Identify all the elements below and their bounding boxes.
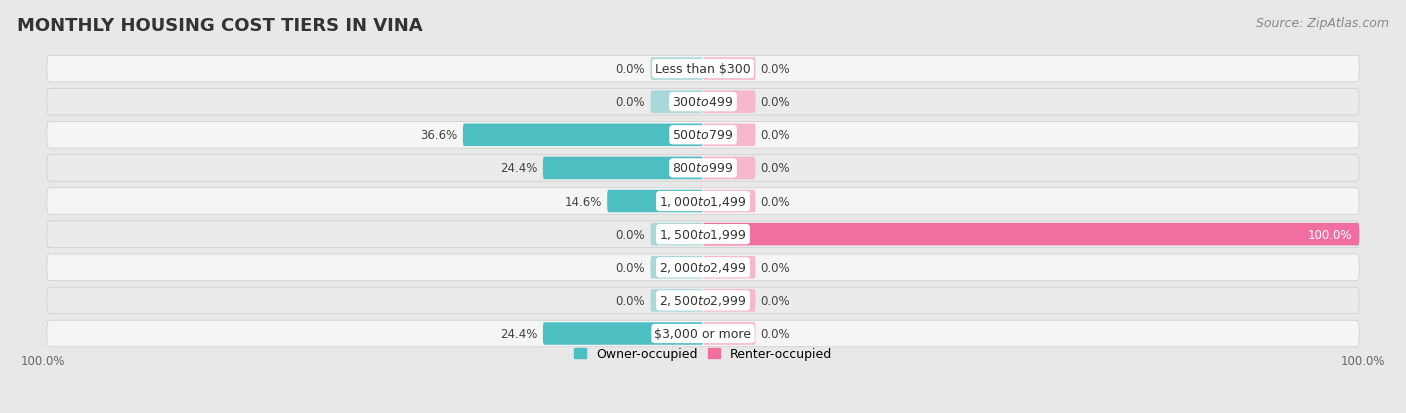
Text: 0.0%: 0.0% [761,195,790,208]
Text: 0.0%: 0.0% [616,228,645,241]
FancyBboxPatch shape [703,157,755,180]
Text: 0.0%: 0.0% [761,162,790,175]
FancyBboxPatch shape [46,254,1360,281]
FancyBboxPatch shape [543,323,703,345]
FancyBboxPatch shape [703,58,755,81]
Text: 0.0%: 0.0% [761,96,790,109]
Legend: Owner-occupied, Renter-occupied: Owner-occupied, Renter-occupied [574,347,832,361]
Text: MONTHLY HOUSING COST TIERS IN VINA: MONTHLY HOUSING COST TIERS IN VINA [17,17,422,34]
FancyBboxPatch shape [46,122,1360,149]
Text: 0.0%: 0.0% [761,63,790,76]
Text: $1,000 to $1,499: $1,000 to $1,499 [659,195,747,209]
Text: 0.0%: 0.0% [616,63,645,76]
Text: 100.0%: 100.0% [21,354,65,367]
FancyBboxPatch shape [46,320,1360,347]
Text: $3,000 or more: $3,000 or more [655,327,751,340]
FancyBboxPatch shape [703,190,755,213]
FancyBboxPatch shape [46,287,1360,314]
FancyBboxPatch shape [651,223,703,246]
FancyBboxPatch shape [46,155,1360,182]
Text: 0.0%: 0.0% [761,327,790,340]
Text: 0.0%: 0.0% [761,129,790,142]
Text: Less than $300: Less than $300 [655,63,751,76]
Text: 0.0%: 0.0% [761,261,790,274]
FancyBboxPatch shape [46,221,1360,248]
FancyBboxPatch shape [703,256,755,279]
FancyBboxPatch shape [46,188,1360,215]
FancyBboxPatch shape [651,58,703,81]
Text: 0.0%: 0.0% [616,294,645,307]
Text: $800 to $999: $800 to $999 [672,162,734,175]
Text: 100.0%: 100.0% [1308,228,1353,241]
FancyBboxPatch shape [543,157,703,180]
FancyBboxPatch shape [703,323,755,345]
FancyBboxPatch shape [703,290,755,312]
Text: Source: ZipAtlas.com: Source: ZipAtlas.com [1256,17,1389,29]
Text: 0.0%: 0.0% [616,96,645,109]
FancyBboxPatch shape [463,124,703,147]
Text: 24.4%: 24.4% [501,327,537,340]
FancyBboxPatch shape [46,89,1360,116]
FancyBboxPatch shape [607,190,703,213]
FancyBboxPatch shape [651,290,703,312]
FancyBboxPatch shape [651,91,703,114]
Text: $2,000 to $2,499: $2,000 to $2,499 [659,261,747,275]
Text: $500 to $799: $500 to $799 [672,129,734,142]
FancyBboxPatch shape [703,124,755,147]
Text: 36.6%: 36.6% [420,129,457,142]
Text: $1,500 to $1,999: $1,500 to $1,999 [659,228,747,242]
Text: 0.0%: 0.0% [761,294,790,307]
Text: $2,500 to $2,999: $2,500 to $2,999 [659,294,747,308]
Text: 14.6%: 14.6% [565,195,602,208]
FancyBboxPatch shape [651,256,703,279]
Text: $300 to $499: $300 to $499 [672,96,734,109]
Text: 0.0%: 0.0% [616,261,645,274]
FancyBboxPatch shape [703,223,1360,246]
Text: 100.0%: 100.0% [1341,354,1385,367]
FancyBboxPatch shape [46,56,1360,83]
Text: 24.4%: 24.4% [501,162,537,175]
FancyBboxPatch shape [703,91,755,114]
